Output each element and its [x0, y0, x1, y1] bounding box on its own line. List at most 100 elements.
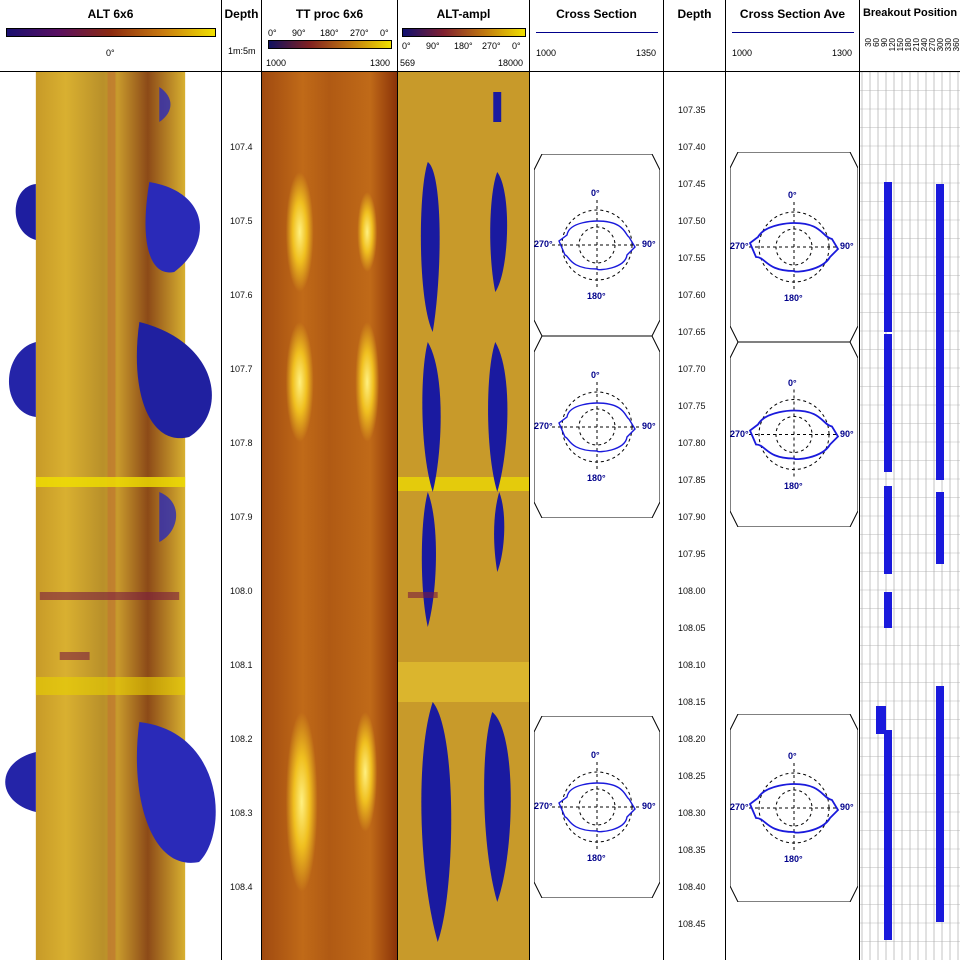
polar-label-right: 90° — [840, 428, 854, 439]
cross-section-ave-polar-2: 0° 90° 180° 270° — [729, 341, 859, 528]
polar-label-right: 90° — [840, 802, 854, 812]
depth-label: 108.0 — [230, 586, 253, 596]
cross-section-min: 1000 — [536, 48, 557, 58]
depth2-label: 107.35 — [678, 105, 706, 115]
ttproc-angle-270: 270° — [350, 28, 369, 38]
polar-label-right: 90° — [642, 239, 656, 249]
cross-section-ave-polar-1: 0° 90° 180° 270° — [729, 151, 859, 343]
depth2-label: 108.00 — [678, 586, 706, 596]
altampl-colorbar — [402, 28, 526, 37]
ttproc-angle-0: 0° — [268, 28, 277, 38]
altampl-max: 18000 — [498, 58, 524, 68]
depth2-label: 108.10 — [678, 660, 706, 670]
depth-label: 107.6 — [230, 290, 253, 300]
breakout-bar — [936, 492, 944, 564]
depth2-label: 107.95 — [678, 549, 706, 559]
depth-label: 107.8 — [230, 438, 253, 448]
polar-label-top: 0° — [788, 190, 797, 200]
polar-label-bottom: 180° — [587, 291, 606, 301]
alt6x6-colorbar — [6, 28, 216, 37]
depth2-label: 107.50 — [678, 216, 706, 226]
cross-section-ave-title: Cross Section Ave — [739, 7, 846, 21]
altampl-angle-360: 0° — [512, 41, 521, 51]
depth-header: Depth 1m:5m — [222, 0, 261, 72]
breakout-bar — [884, 486, 892, 574]
polar-label-top: 0° — [788, 377, 797, 388]
ttproc-angle-360: 0° — [380, 28, 389, 38]
cross-section-scale-line — [536, 32, 658, 33]
polar-label-left: 270° — [730, 241, 749, 251]
cross-section-header: Cross Section 1000 1350 — [530, 0, 663, 72]
cross-section-ave-body: 0° 90° 180° 270° 0° 90° 180° 270° 0° 90° 180° 270… — [726, 72, 859, 960]
depth2-label: 107.90 — [678, 512, 706, 522]
depth2-label: 107.65 — [678, 327, 706, 337]
depth2-title: Depth — [677, 7, 712, 21]
ttproc-header: TT proc 6x6 0° 90° 180° 270° 0° 1000 130… — [262, 0, 397, 72]
depth2-label: 107.55 — [678, 253, 706, 263]
polar-label-left: 270° — [730, 428, 749, 439]
ttproc-track: TT proc 6x6 0° 90° 180° 270° 0° 1000 130… — [262, 0, 398, 960]
borehole-shape — [748, 783, 840, 834]
cross-section-polar-1: 0° 90° 180° 270° — [533, 153, 661, 337]
depth2-label: 108.25 — [678, 771, 706, 781]
cross-section-ave-polar-3: 0° 90° 180° 270° — [729, 713, 859, 903]
depth-scale-body: 107.4 107.5 107.6 107.7 107.8 107.9 108.0 108.1… — [222, 72, 261, 960]
polar-label-bottom: 180° — [784, 854, 803, 864]
polar-label-top: 0° — [788, 751, 797, 761]
cross-section-ave-min: 1000 — [732, 48, 753, 58]
depth-label: 107.7 — [230, 364, 253, 374]
alt6x6-zero-label: 0° — [106, 48, 115, 58]
altampl-title: ALT-ampl — [436, 7, 491, 21]
depth2-label: 107.85 — [678, 475, 706, 485]
breakout-bar — [884, 182, 892, 332]
breakout-track: Breakout Position 30 60 90 120 150 180 210 240 2… — [860, 0, 960, 960]
depth2-label: 107.40 — [678, 142, 706, 152]
alt6x6-header: ALT 6x6 0° — [0, 0, 221, 72]
alt6x6-image — [0, 72, 221, 960]
altampl-angle-0: 0° — [402, 41, 411, 51]
cross-section-ave-header: Cross Section Ave 1000 1300 — [726, 0, 859, 72]
depth2-label: 107.75 — [678, 401, 706, 411]
cross-section-body: 0° 90° 180° 270° 0° 90° 180° 270° 0° 90° 180° 270… — [530, 72, 663, 960]
breakout-bar — [884, 592, 892, 628]
depth2-label: 108.45 — [678, 919, 706, 929]
depth-label: 108.4 — [230, 882, 253, 892]
breakout-bar — [936, 686, 944, 922]
depth-label: 107.5 — [230, 216, 253, 226]
depth2-label: 107.60 — [678, 290, 706, 300]
polar-label-left: 270° — [534, 421, 553, 431]
ttproc-colorbar — [268, 40, 392, 49]
depth-title: Depth — [224, 7, 259, 21]
polar-label-bottom: 180° — [587, 473, 606, 483]
borehole-shape — [558, 782, 636, 833]
depth-scale: 1m:5m — [228, 46, 256, 56]
borehole-shape — [748, 409, 840, 461]
cross-section-polar-2: 0° 90° 180° 270° — [533, 335, 661, 519]
depth-label: 108.2 — [230, 734, 253, 744]
depth2-label: 107.45 — [678, 179, 706, 189]
borehole-shape — [748, 222, 840, 273]
cross-section-polar-3: 0° 90° 180° 270° — [533, 715, 661, 899]
breakout-body — [860, 72, 960, 960]
alt6x6-track: ALT 6x6 0° — [0, 0, 222, 960]
polar-label-right: 90° — [840, 241, 854, 251]
alt6x6-title: ALT 6x6 — [87, 7, 134, 21]
ttproc-angle-90: 90° — [292, 28, 306, 38]
cross-section-title: Cross Section — [556, 7, 637, 21]
depth2-label: 107.80 — [678, 438, 706, 448]
ttproc-image — [262, 72, 397, 960]
cross-section-ave-track: Cross Section Ave 1000 1300 0° 90° 180° 270… — [726, 0, 860, 960]
altampl-angle-90: 90° — [426, 41, 440, 51]
depth2-label: 108.05 — [678, 623, 706, 633]
polar-label-bottom: 180° — [587, 853, 606, 863]
depth-label: 107.4 — [230, 142, 253, 152]
depth2-label: 108.30 — [678, 808, 706, 818]
breakout-bar — [876, 706, 886, 734]
altampl-min: 569 — [400, 58, 416, 68]
altampl-angle-270: 270° — [482, 41, 501, 51]
cross-section-max: 1350 — [636, 48, 657, 58]
ttproc-min: 1000 — [266, 58, 287, 68]
depth-label: 107.9 — [230, 512, 253, 522]
cross-section-ave-max: 1300 — [832, 48, 853, 58]
cross-section-ave-scale-line — [732, 32, 854, 33]
